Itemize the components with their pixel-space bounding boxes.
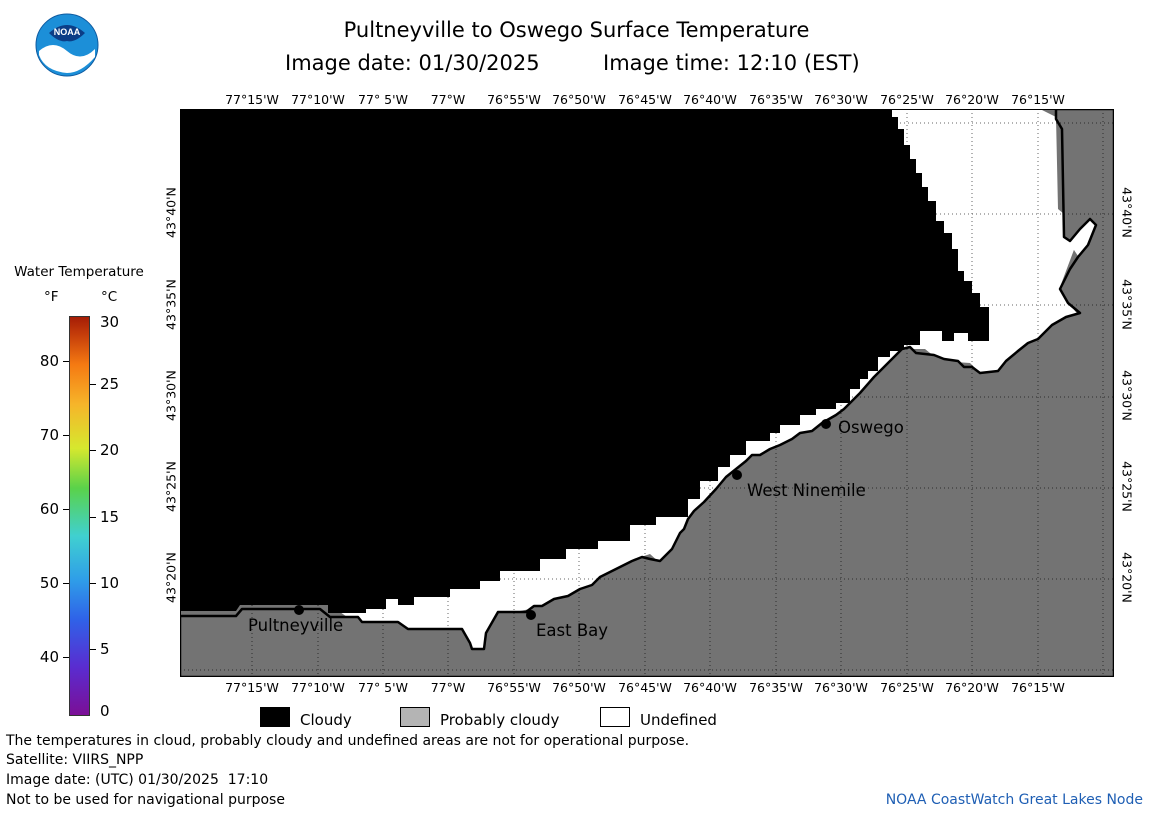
c-tick-mark xyxy=(90,583,96,584)
navigation-warning: Not to be used for navigational purpose xyxy=(6,792,285,808)
legend-unit-c: °C xyxy=(101,289,118,305)
f-tick-label: 60 xyxy=(39,500,59,518)
cloudy-label: Cloudy xyxy=(300,711,352,729)
lon-label: 77°10'W xyxy=(291,92,345,107)
noaa-logo-icon: NOAA xyxy=(35,13,99,77)
oswego-marker xyxy=(821,419,831,429)
lon-label: 76°35'W xyxy=(749,680,803,695)
f-tick-mark xyxy=(63,509,69,510)
cloud-area xyxy=(180,109,989,613)
f-tick-label: 50 xyxy=(39,574,59,592)
c-tick-mark xyxy=(90,384,96,385)
f-tick-label: 70 xyxy=(39,426,59,444)
utc-date-text: Image date: (UTC) 01/30/2025 17:10 xyxy=(6,772,269,788)
c-tick-mark xyxy=(90,517,96,518)
lat-label-right: 43°20'N xyxy=(1119,552,1135,603)
lat-label-right: 43°40'N xyxy=(1119,187,1135,238)
lon-label: 76°50'W xyxy=(552,92,606,107)
undefined-swatch xyxy=(600,707,630,727)
lat-label-right: 43°35'N xyxy=(1119,279,1135,330)
lat-label-left: 43°30'N xyxy=(163,370,179,421)
satellite-text: Satellite: VIIRS_NPP xyxy=(6,752,144,768)
lon-label: 76°20'W xyxy=(945,680,999,695)
image-date: Image date: 01/30/2025 xyxy=(285,51,540,75)
lon-label: 76°45'W xyxy=(618,680,672,695)
lon-label: 76°25'W xyxy=(880,680,934,695)
cloudy-swatch xyxy=(260,707,290,727)
shoreline-land xyxy=(180,109,1114,677)
c-tick-label: 0 xyxy=(100,702,110,720)
lat-label-right: 43°30'N xyxy=(1119,370,1135,421)
lon-label: 77°W xyxy=(430,92,466,107)
image-time: Image time: 12:10 (EST) xyxy=(603,51,860,75)
lon-label: 77°15'W xyxy=(225,680,279,695)
c-tick-label: 25 xyxy=(100,375,120,393)
lon-label: 76°40'W xyxy=(683,92,737,107)
lon-label: 76°30'W xyxy=(814,92,868,107)
legend-title: Water Temperature xyxy=(14,264,144,280)
place-label-west-ninemile: West Ninemile xyxy=(747,481,866,500)
lon-label: 76°20'W xyxy=(945,92,999,107)
surface-temperature-map xyxy=(180,109,1114,677)
place-label-oswego: Oswego xyxy=(838,418,904,437)
f-tick-mark xyxy=(63,657,69,658)
west-ninemile-marker xyxy=(732,470,742,480)
f-tick-mark xyxy=(63,435,69,436)
lon-label: 76°15'W xyxy=(1011,92,1065,107)
lon-label: 76°55'W xyxy=(487,92,541,107)
longitude-labels-bottom: 77°15'W 77°10'W 77° 5'W 77°W 76°55'W 76°… xyxy=(0,680,1153,696)
lat-label-right: 43°25'N xyxy=(1119,461,1135,512)
lat-label-left: 43°25'N xyxy=(163,461,179,512)
lon-label: 76°30'W xyxy=(814,680,868,695)
lon-label: 76°15'W xyxy=(1011,680,1065,695)
probably-cloudy-label: Probably cloudy xyxy=(440,711,560,729)
undefined-label: Undefined xyxy=(640,711,717,729)
probably-cloudy-swatch xyxy=(400,707,430,727)
lat-label-left: 43°35'N xyxy=(163,279,179,330)
lon-label: 77° 5'W xyxy=(358,92,408,107)
lon-label: 76°55'W xyxy=(487,680,541,695)
lon-label: 77° 5'W xyxy=(358,680,408,695)
temperature-colorbar xyxy=(69,316,90,716)
map-border xyxy=(180,109,1114,677)
f-tick-mark xyxy=(63,361,69,362)
pultneyville-marker xyxy=(294,605,304,615)
disclaimer-text: The temperatures in cloud, probably clou… xyxy=(6,733,690,749)
place-label-east-bay: East Bay xyxy=(536,621,609,640)
legend-unit-f: °F xyxy=(44,289,59,305)
east-bay-marker xyxy=(526,610,536,620)
c-tick-label: 10 xyxy=(100,574,120,592)
graticule xyxy=(180,109,1114,677)
lon-label: 77°15'W xyxy=(225,92,279,107)
lon-label: 76°50'W xyxy=(552,680,606,695)
c-tick-label: 30 xyxy=(100,313,120,331)
f-tick-mark xyxy=(63,583,69,584)
lat-label-left: 43°20'N xyxy=(163,552,179,603)
lon-label: 76°35'W xyxy=(749,92,803,107)
f-tick-label: 80 xyxy=(39,352,59,370)
lon-label: 77°W xyxy=(430,680,466,695)
lon-label: 77°10'W xyxy=(291,680,345,695)
c-tick-mark xyxy=(90,450,96,451)
lon-label: 76°25'W xyxy=(880,92,934,107)
lat-label-left: 43°40'N xyxy=(163,187,179,238)
c-tick-label: 15 xyxy=(100,508,120,526)
c-tick-mark xyxy=(90,649,96,650)
svg-text:NOAA: NOAA xyxy=(54,27,81,37)
c-tick-label: 20 xyxy=(100,441,120,459)
longitude-labels-top: 77°15'W 77°10'W 77° 5'W 77°W 76°55'W 76°… xyxy=(0,92,1153,108)
lon-label: 76°40'W xyxy=(683,680,737,695)
place-label-pultneyville: Pultneyville xyxy=(248,616,344,635)
map-title: Pultneyville to Oswego Surface Temperatu… xyxy=(343,18,810,42)
f-tick-label: 40 xyxy=(39,648,59,666)
lon-label: 76°45'W xyxy=(618,92,672,107)
credit-text: NOAA CoastWatch Great Lakes Node xyxy=(885,792,1143,808)
c-tick-label: 5 xyxy=(100,640,110,658)
